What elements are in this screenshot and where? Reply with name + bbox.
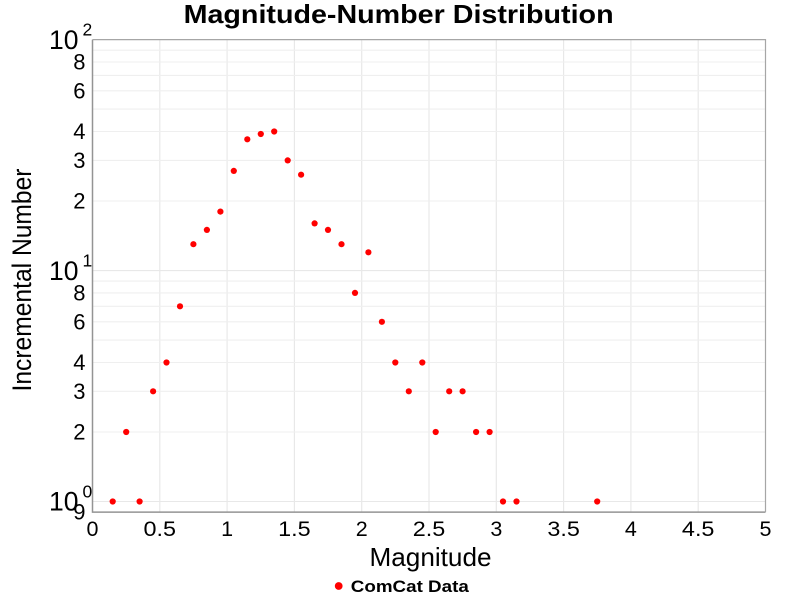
svg-text:2: 2 xyxy=(73,189,85,214)
svg-text:10: 10 xyxy=(49,25,78,55)
svg-text:10: 10 xyxy=(49,256,78,286)
svg-text:9: 9 xyxy=(73,500,85,525)
svg-text:3: 3 xyxy=(73,148,85,173)
svg-text:Magnitude-Number Distribution: Magnitude-Number Distribution xyxy=(184,0,614,29)
svg-text:2: 2 xyxy=(356,517,368,541)
svg-text:0.5: 0.5 xyxy=(144,517,177,541)
svg-text:4: 4 xyxy=(73,350,85,375)
svg-text:3.5: 3.5 xyxy=(547,517,580,541)
svg-text:2: 2 xyxy=(73,420,85,445)
svg-text:6: 6 xyxy=(73,78,85,103)
svg-text:1: 1 xyxy=(221,517,233,541)
svg-text:8: 8 xyxy=(73,50,85,75)
svg-text:5: 5 xyxy=(760,517,772,541)
svg-text:ComCat Data: ComCat Data xyxy=(351,577,470,596)
svg-text:2.5: 2.5 xyxy=(413,517,446,541)
svg-text:3: 3 xyxy=(490,517,502,541)
svg-text:8: 8 xyxy=(73,281,85,306)
svg-text:4: 4 xyxy=(625,517,637,541)
svg-text:6: 6 xyxy=(73,309,85,334)
svg-text:0: 0 xyxy=(87,517,99,541)
svg-text:0: 0 xyxy=(83,482,93,502)
svg-text:3: 3 xyxy=(73,379,85,404)
svg-text:10: 10 xyxy=(49,487,78,517)
svg-text:Incremental Number: Incremental Number xyxy=(7,169,37,392)
svg-text:2: 2 xyxy=(83,20,93,40)
svg-text:1: 1 xyxy=(83,251,93,271)
svg-text:4.5: 4.5 xyxy=(682,517,715,541)
svg-text:Magnitude: Magnitude xyxy=(370,542,492,572)
svg-text:4: 4 xyxy=(73,119,85,144)
svg-text:1.5: 1.5 xyxy=(278,517,311,541)
